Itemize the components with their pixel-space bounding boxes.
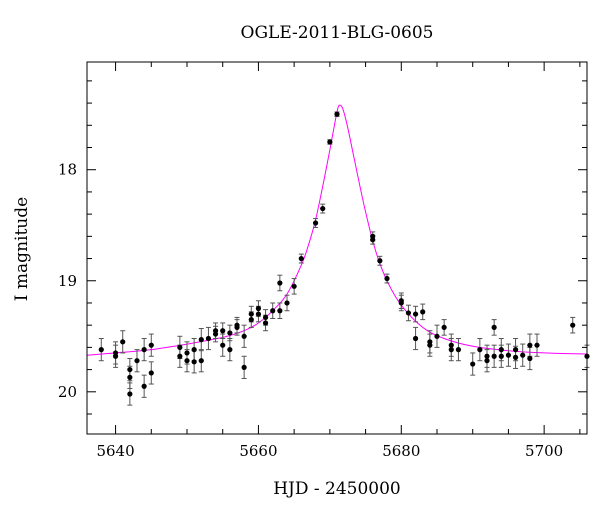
data-point xyxy=(184,358,190,364)
data-point xyxy=(534,342,540,348)
data-point xyxy=(220,342,226,348)
data-point xyxy=(127,366,133,373)
data-point xyxy=(234,322,240,328)
data-point xyxy=(512,347,519,353)
data-point xyxy=(520,352,526,358)
data-point xyxy=(127,374,133,380)
data-point xyxy=(470,361,476,367)
y-tick-label: 18 xyxy=(58,161,77,179)
data-point xyxy=(255,305,262,312)
data-point xyxy=(191,347,197,353)
data-point xyxy=(148,370,154,376)
data-point xyxy=(298,255,304,262)
data-point xyxy=(384,275,390,282)
data-point xyxy=(491,353,497,359)
data-point xyxy=(98,347,104,353)
data-point xyxy=(512,354,519,360)
data-point xyxy=(412,335,419,342)
data-point xyxy=(527,342,533,348)
data-point xyxy=(177,353,183,359)
data-point xyxy=(398,300,404,306)
model-curve xyxy=(86,104,588,356)
tick-labels: 5640 5660 5680 5700 18 19 20 xyxy=(58,161,563,460)
data-point xyxy=(134,358,140,364)
data-point xyxy=(441,324,447,330)
data-point xyxy=(184,350,190,356)
data-point xyxy=(177,344,183,350)
data-points xyxy=(98,111,590,397)
data-point xyxy=(498,353,504,359)
data-point xyxy=(370,233,376,239)
data-point xyxy=(284,300,290,306)
data-point xyxy=(484,358,490,364)
data-point xyxy=(112,353,119,359)
data-point xyxy=(227,347,233,353)
axis-ticks xyxy=(87,62,587,434)
data-point xyxy=(484,353,490,359)
data-point xyxy=(191,359,197,365)
x-axis-label: HJD - 2450000 xyxy=(273,479,401,499)
data-point xyxy=(448,347,454,353)
chart-title: OGLE-2011-BLG-0605 xyxy=(241,23,434,43)
data-point xyxy=(505,352,512,358)
data-point xyxy=(312,220,319,226)
data-point xyxy=(405,310,412,316)
data-point xyxy=(141,347,147,353)
data-point xyxy=(412,311,419,317)
data-point xyxy=(262,314,269,321)
data-point xyxy=(527,355,533,362)
data-point xyxy=(291,283,297,289)
y-tick-label: 20 xyxy=(58,383,77,401)
data-point xyxy=(434,333,440,339)
data-point xyxy=(248,311,254,317)
data-point xyxy=(270,308,276,314)
x-tick-label: 5700 xyxy=(525,442,563,460)
data-point xyxy=(570,322,576,328)
data-point xyxy=(277,308,283,314)
y-tick-label: 19 xyxy=(58,272,77,290)
data-point xyxy=(212,328,219,334)
data-point xyxy=(427,342,433,348)
data-point xyxy=(448,342,454,348)
data-point xyxy=(420,309,426,315)
data-point xyxy=(141,383,147,389)
data-point xyxy=(498,347,504,353)
plot-frame xyxy=(86,61,588,435)
data-point xyxy=(227,330,233,336)
data-point xyxy=(127,391,133,397)
error-bars xyxy=(98,111,590,406)
data-point xyxy=(241,333,247,339)
data-point xyxy=(241,364,247,370)
data-point xyxy=(334,111,340,117)
x-tick-label: 5640 xyxy=(96,442,134,460)
data-point xyxy=(327,139,333,145)
data-point xyxy=(248,317,254,323)
data-point xyxy=(205,335,212,342)
data-point xyxy=(255,311,262,317)
data-point xyxy=(455,347,462,353)
data-point xyxy=(220,328,226,334)
data-point xyxy=(120,339,126,345)
data-point xyxy=(377,258,383,264)
data-point xyxy=(320,205,326,212)
data-point xyxy=(198,358,204,364)
data-point xyxy=(198,337,204,343)
data-point xyxy=(491,324,497,330)
data-point xyxy=(262,320,269,326)
data-point xyxy=(148,342,154,348)
y-axis-label: I magnitude xyxy=(12,197,32,301)
x-tick-label: 5660 xyxy=(239,442,277,460)
data-point xyxy=(477,347,483,353)
data-point xyxy=(277,280,283,286)
x-tick-label: 5680 xyxy=(382,442,420,460)
